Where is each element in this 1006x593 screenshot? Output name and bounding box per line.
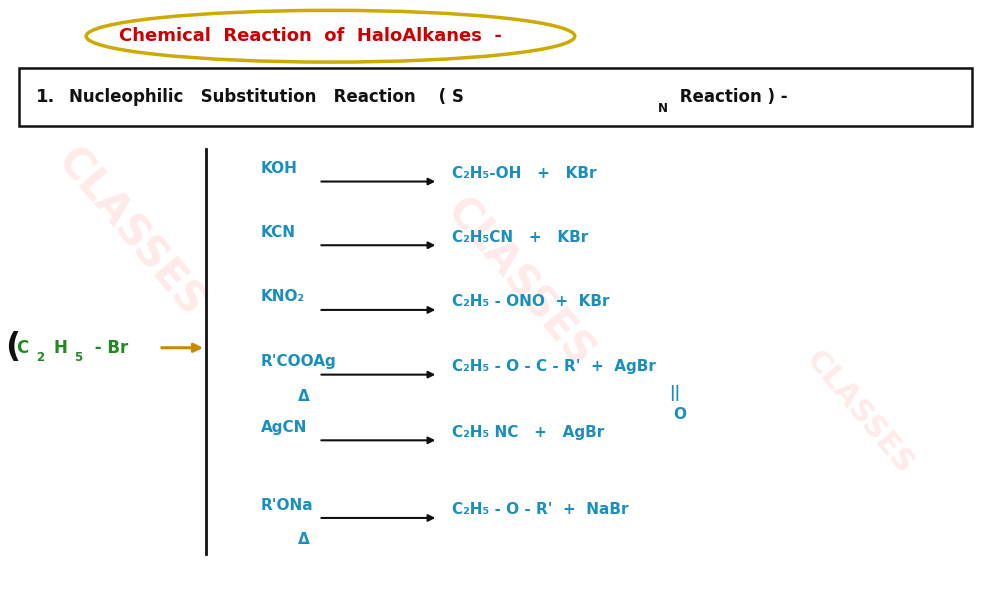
Text: H: H — [53, 339, 67, 357]
Text: AgCN: AgCN — [261, 420, 307, 435]
Text: Δ: Δ — [298, 389, 309, 404]
Text: KNO₂: KNO₂ — [261, 289, 305, 304]
Text: (: ( — [5, 331, 21, 364]
Text: - Br: - Br — [90, 339, 129, 357]
Text: Reaction ) -: Reaction ) - — [674, 88, 787, 106]
Text: R'COOAg: R'COOAg — [261, 354, 336, 369]
Text: 5: 5 — [74, 351, 82, 364]
Text: CLASSES: CLASSES — [800, 345, 918, 480]
Text: O: O — [674, 407, 686, 422]
Text: R'ONa: R'ONa — [261, 498, 313, 512]
Text: Chemical  Reaction  of  HaloAlkanes  -: Chemical Reaction of HaloAlkanes - — [119, 27, 502, 45]
Text: KOH: KOH — [261, 161, 298, 176]
Text: C₂H₅ - O - C - R'  +  AgBr: C₂H₅ - O - C - R' + AgBr — [452, 359, 656, 374]
Text: CLASSES: CLASSES — [438, 190, 603, 375]
Text: Δ: Δ — [298, 533, 309, 547]
Text: ||: || — [670, 384, 681, 400]
Bar — [19, 68, 972, 126]
Text: C₂H₅ - ONO  +  KBr: C₂H₅ - ONO + KBr — [452, 295, 610, 310]
Text: C₂H₅CN   +   KBr: C₂H₅CN + KBr — [452, 229, 589, 245]
Text: 2: 2 — [36, 351, 44, 364]
Text: N: N — [658, 103, 668, 116]
Text: C₂H₅ NC   +   AgBr: C₂H₅ NC + AgBr — [452, 425, 605, 440]
Text: Nucleophilic   Substitution   Reaction    ( S: Nucleophilic Substitution Reaction ( S — [69, 88, 464, 106]
Text: C₂H₅ - O - R'  +  NaBr: C₂H₅ - O - R' + NaBr — [452, 502, 629, 518]
Text: CLASSES: CLASSES — [48, 141, 213, 326]
Text: KCN: KCN — [261, 225, 296, 240]
Text: C: C — [16, 339, 28, 357]
Text: 1.: 1. — [36, 88, 55, 106]
Text: C₂H₅-OH   +   KBr: C₂H₅-OH + KBr — [452, 166, 597, 181]
